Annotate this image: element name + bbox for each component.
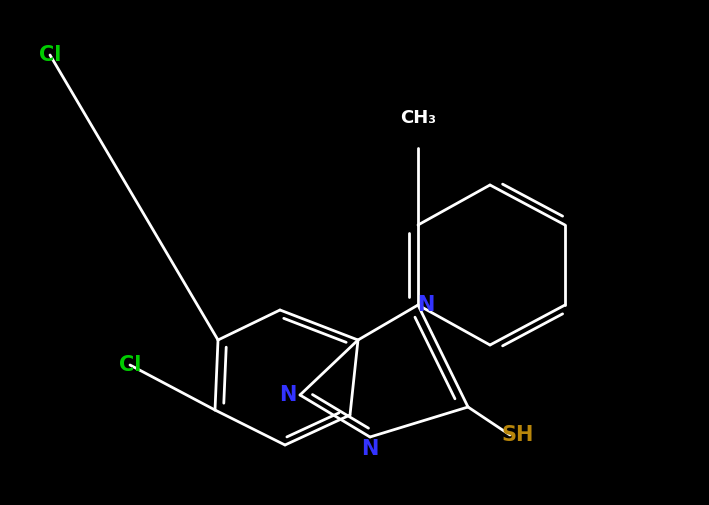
Text: SH: SH (502, 425, 534, 445)
Text: Cl: Cl (119, 355, 141, 375)
Text: N: N (279, 385, 296, 405)
Text: CH₃: CH₃ (400, 109, 436, 127)
Text: N: N (418, 295, 435, 315)
Text: Cl: Cl (39, 45, 61, 65)
Text: N: N (362, 439, 379, 459)
